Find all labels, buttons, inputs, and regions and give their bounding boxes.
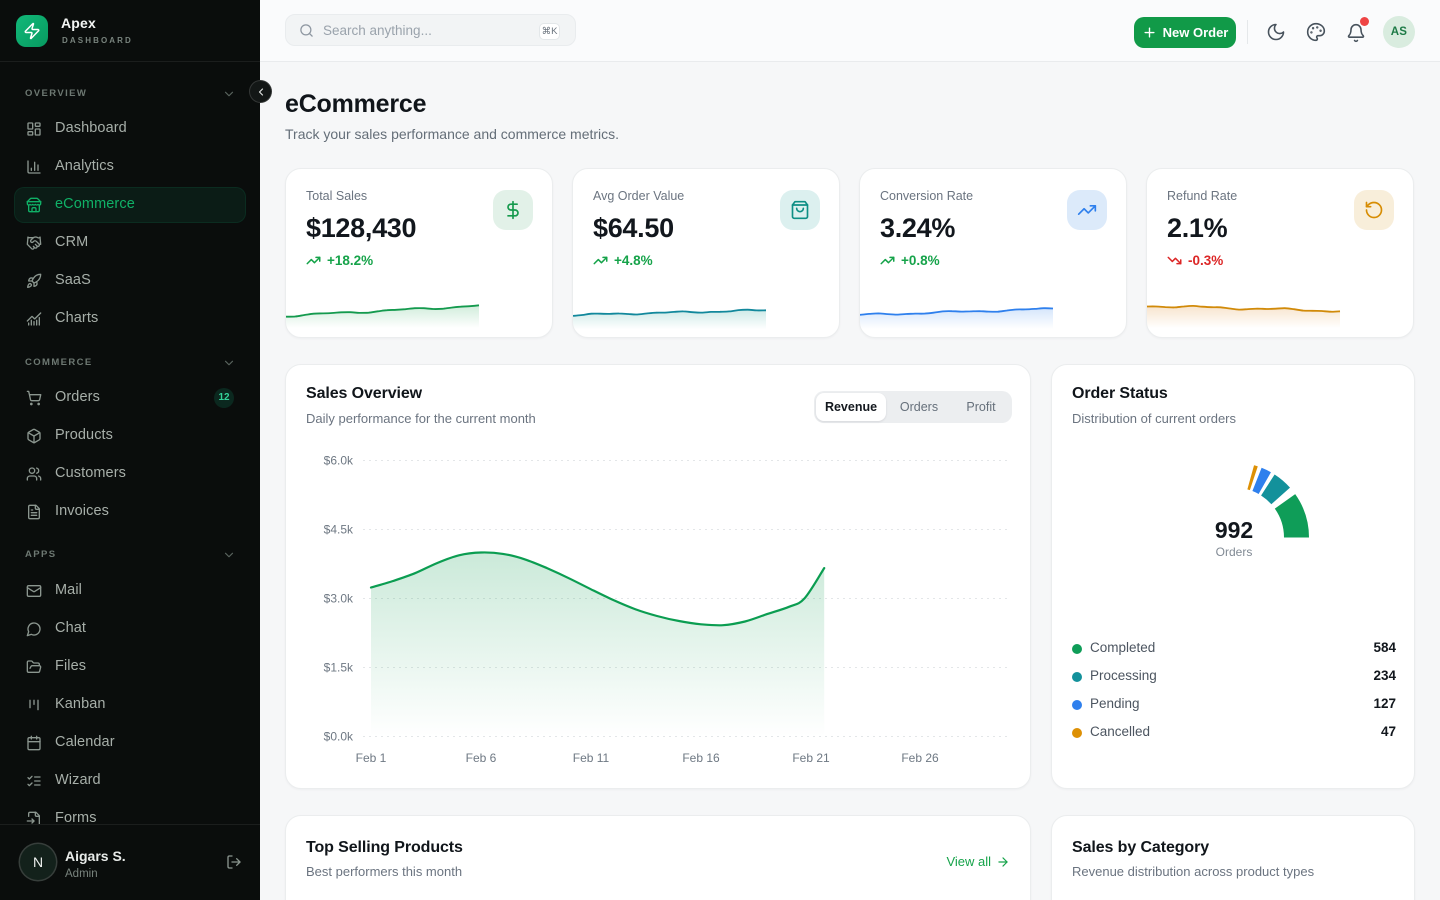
svg-text:$6.0k: $6.0k	[324, 454, 354, 468]
svg-text:$4.5k: $4.5k	[324, 523, 354, 537]
svg-text:Feb 6: Feb 6	[466, 751, 497, 765]
svg-text:$0.0k: $0.0k	[324, 730, 354, 744]
svg-text:Feb 1: Feb 1	[356, 751, 387, 765]
svg-text:Feb 21: Feb 21	[792, 751, 830, 765]
svg-text:$3.0k: $3.0k	[324, 592, 354, 606]
svg-text:Feb 11: Feb 11	[573, 751, 610, 765]
svg-text:$1.5k: $1.5k	[324, 661, 354, 675]
svg-text:Feb 26: Feb 26	[901, 751, 939, 765]
svg-text:Feb 16: Feb 16	[682, 751, 720, 765]
